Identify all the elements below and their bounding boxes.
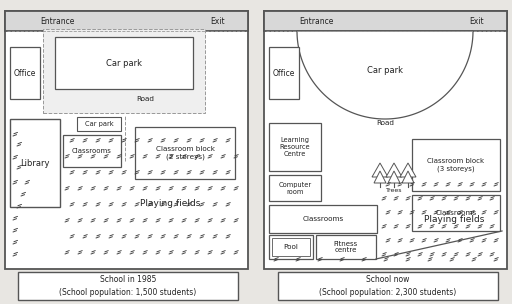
Polygon shape xyxy=(388,171,400,183)
Text: Road: Road xyxy=(376,120,394,126)
Bar xyxy=(412,139,500,191)
Text: Classroom block
(2 storeys): Classroom block (2 storeys) xyxy=(156,146,215,160)
Bar xyxy=(77,117,121,131)
Polygon shape xyxy=(374,171,386,183)
Text: Classrooms: Classrooms xyxy=(303,216,344,222)
Text: Classrooms: Classrooms xyxy=(72,148,112,154)
Bar xyxy=(412,195,500,231)
Bar xyxy=(55,37,193,89)
Bar xyxy=(10,119,60,207)
Text: Entrance: Entrance xyxy=(40,16,74,26)
Bar xyxy=(269,175,321,201)
Polygon shape xyxy=(269,231,502,264)
Text: Playing fields: Playing fields xyxy=(424,215,484,223)
Text: Classrooms: Classrooms xyxy=(435,210,477,216)
Bar xyxy=(269,47,299,99)
Text: Fitness
centre: Fitness centre xyxy=(334,240,358,254)
Bar xyxy=(5,11,248,31)
Text: Car park: Car park xyxy=(367,66,403,75)
Text: Office: Office xyxy=(273,68,295,78)
Bar xyxy=(278,272,498,300)
Bar xyxy=(264,11,507,269)
Bar xyxy=(269,123,321,171)
Text: School now
(School population: 2,300 students): School now (School population: 2,300 stu… xyxy=(319,275,457,297)
Bar xyxy=(272,238,310,256)
Text: Entrance: Entrance xyxy=(299,16,333,26)
Text: Car park: Car park xyxy=(84,121,113,127)
Bar xyxy=(43,29,205,113)
Text: Classroom block
(3 storeys): Classroom block (3 storeys) xyxy=(428,158,484,172)
Bar xyxy=(269,205,377,233)
Text: School in 1985
(School population: 1,500 students): School in 1985 (School population: 1,500… xyxy=(59,275,197,297)
Text: Car park: Car park xyxy=(106,58,142,67)
Text: Exit: Exit xyxy=(210,16,225,26)
Bar xyxy=(264,11,507,31)
Text: Learning
Resource
Centre: Learning Resource Centre xyxy=(280,137,310,157)
Text: Playing fields: Playing fields xyxy=(140,199,200,209)
Bar xyxy=(5,11,248,269)
Text: Office: Office xyxy=(14,68,36,78)
Polygon shape xyxy=(372,163,388,177)
Text: Pool: Pool xyxy=(284,244,298,250)
Bar xyxy=(135,127,235,179)
Text: Library: Library xyxy=(20,158,50,168)
Text: Exit: Exit xyxy=(470,16,484,26)
Bar xyxy=(18,272,238,300)
Text: Trees: Trees xyxy=(386,188,402,194)
Polygon shape xyxy=(402,171,414,183)
Polygon shape xyxy=(297,31,473,119)
Text: Computer
room: Computer room xyxy=(279,181,312,195)
Text: Road: Road xyxy=(136,96,154,102)
Bar xyxy=(316,235,376,259)
Polygon shape xyxy=(386,163,402,177)
Polygon shape xyxy=(10,119,243,264)
Bar xyxy=(269,235,313,259)
Bar xyxy=(10,47,40,99)
Bar xyxy=(63,135,121,167)
Polygon shape xyxy=(400,163,416,177)
